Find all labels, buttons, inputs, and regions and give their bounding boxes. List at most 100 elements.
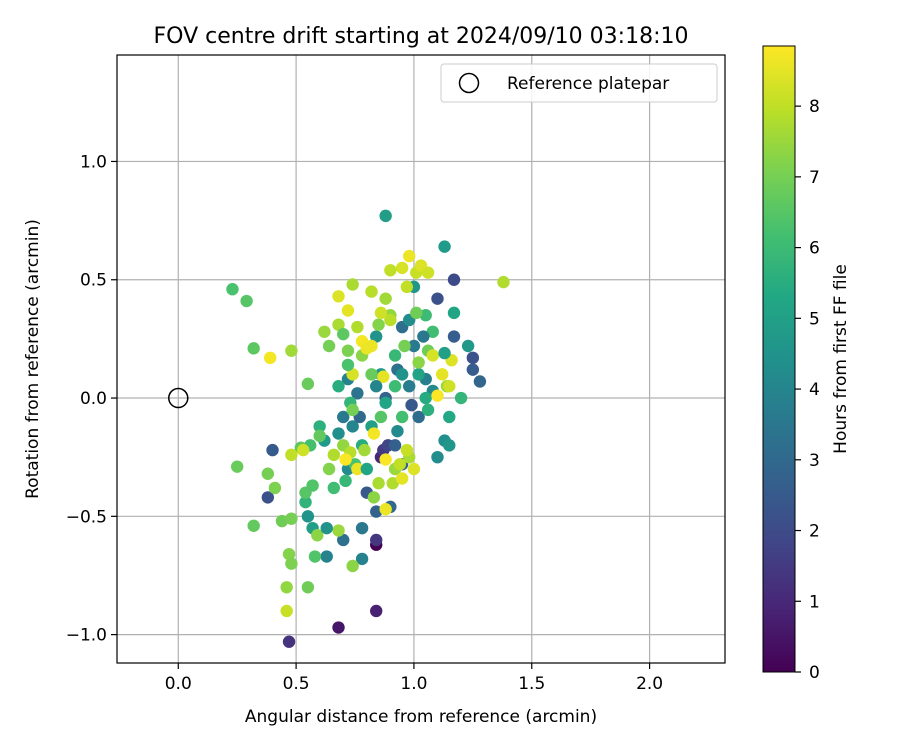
plot-frame: [116, 54, 726, 664]
data-point: [301, 510, 315, 523]
colorbar: 0 1 2 3 4 5 6 7 8 Hours from first FF file: [762, 45, 851, 683]
data-point: [419, 309, 432, 322]
x-tick-label: 1.0: [400, 674, 427, 694]
data-point: [306, 479, 319, 492]
data-point: [370, 330, 383, 343]
data-point: [412, 410, 425, 424]
data-point: [379, 292, 392, 305]
data-point: [261, 467, 275, 480]
colorbar-tick-label: 7: [809, 168, 820, 188]
reference-platepar-marker: [168, 387, 189, 409]
data-point: [339, 474, 352, 488]
colorbar-tick-label: 6: [809, 239, 820, 259]
data-point: [263, 351, 277, 365]
data-point: [247, 519, 260, 532]
legend-box: [440, 63, 718, 103]
data-point: [395, 368, 409, 381]
data-point: [473, 375, 487, 388]
y-tick-label: −0.5: [66, 507, 107, 527]
legend-reference-marker: [458, 72, 480, 94]
data-point: [447, 273, 461, 286]
y-axis-label: Rotation from reference (arcmin): [23, 219, 43, 499]
data-point: [320, 550, 333, 563]
data-point: [398, 339, 411, 353]
data-point: [384, 264, 397, 277]
data-point: [337, 327, 350, 341]
data-point: [367, 427, 381, 440]
data-point: [370, 604, 383, 618]
data-point: [367, 491, 381, 504]
data-point: [395, 472, 409, 485]
data-point: [322, 339, 336, 353]
data-point: [374, 306, 388, 320]
data-point: [438, 240, 451, 253]
data-point: [320, 521, 333, 535]
data-point: [313, 420, 326, 433]
colorbar-tick-label: 1: [809, 592, 820, 612]
colorbar-tick-label: 4: [809, 380, 820, 400]
data-point: [285, 344, 298, 357]
x-tick-label: 2.0: [636, 674, 663, 694]
data-point: [447, 330, 461, 343]
data-point: [412, 356, 425, 369]
data-point: [240, 294, 253, 308]
data-point: [318, 325, 331, 338]
data-point: [400, 280, 414, 294]
data-point: [379, 453, 392, 466]
data-point: [395, 410, 409, 424]
data-point: [308, 550, 322, 563]
data-point: [327, 481, 341, 495]
data-point: [346, 278, 359, 291]
data-point: [332, 524, 345, 537]
data-point: [497, 275, 510, 289]
data-point: [454, 391, 468, 405]
data-point: [443, 380, 456, 393]
y-tick-label: 0.0: [80, 389, 107, 409]
data-point: [280, 604, 293, 618]
data-point: [341, 344, 355, 357]
data-point: [339, 453, 352, 466]
data-point: [393, 458, 406, 471]
data-point: [379, 209, 392, 223]
x-tick-label: 0.0: [165, 674, 192, 694]
data-point: [341, 358, 355, 372]
data-point: [412, 368, 425, 381]
data-point: [431, 450, 444, 464]
data-point: [346, 403, 359, 417]
colorbar-tick-label: 0: [809, 663, 820, 683]
data-point: [355, 552, 369, 566]
data-point: [247, 342, 260, 355]
data-point: [360, 342, 373, 355]
data-point: [384, 313, 397, 327]
data-point: [466, 351, 480, 365]
data-point: [370, 505, 383, 518]
data-point: [403, 249, 416, 263]
data-point: [268, 481, 282, 495]
data-point: [391, 424, 404, 438]
data-point: [388, 349, 402, 362]
colorbar-tick-label: 5: [809, 309, 820, 329]
data-point: [431, 292, 444, 305]
data-point: [346, 368, 359, 381]
data-point: [405, 398, 418, 412]
data-point: [410, 306, 423, 320]
y-tick-label: −1.0: [66, 626, 107, 646]
colorbar-ticks: 0 1 2 3 4 5 6 7 8: [795, 97, 820, 683]
x-tick-label: 0.5: [283, 674, 310, 694]
x-axis-label: Angular distance from reference (arcmin): [245, 707, 597, 727]
data-point: [301, 581, 315, 594]
data-point: [332, 318, 345, 331]
data-point: [426, 349, 439, 362]
chart-title: FOV centre drift starting at 2024/09/10 …: [154, 24, 689, 49]
data-point: [417, 330, 430, 343]
data-point: [266, 443, 279, 457]
data-point: [365, 368, 378, 381]
data-point: [365, 285, 378, 298]
colorbar-tick-label: 8: [809, 97, 820, 117]
data-point: [230, 460, 244, 473]
legend: Reference platepar: [440, 63, 718, 103]
data-point: [261, 491, 275, 504]
data-points: [226, 209, 510, 648]
data-point: [403, 380, 416, 393]
data-point: [311, 529, 324, 542]
